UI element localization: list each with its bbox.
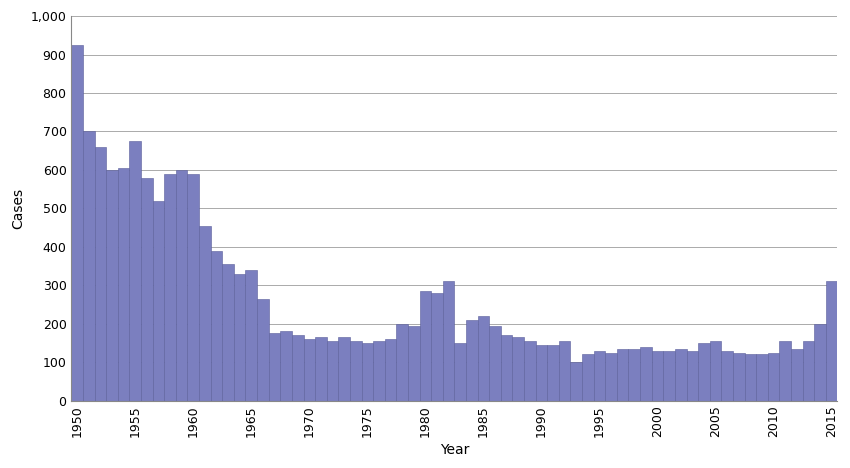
- Bar: [443, 281, 455, 401]
- Bar: [513, 337, 524, 401]
- Bar: [791, 349, 802, 401]
- Bar: [106, 170, 118, 401]
- Bar: [176, 170, 188, 401]
- Bar: [779, 341, 791, 401]
- Y-axis label: Cases: Cases: [11, 188, 26, 229]
- Bar: [269, 333, 281, 401]
- X-axis label: Year: Year: [439, 443, 469, 457]
- Bar: [733, 352, 745, 401]
- Bar: [698, 343, 710, 401]
- Bar: [768, 352, 779, 401]
- Bar: [722, 351, 733, 401]
- Bar: [326, 341, 338, 401]
- Bar: [652, 351, 663, 401]
- Bar: [129, 141, 141, 401]
- Bar: [211, 251, 223, 401]
- Bar: [814, 324, 825, 401]
- Bar: [361, 343, 373, 401]
- Bar: [570, 362, 582, 401]
- Bar: [675, 349, 687, 401]
- Bar: [825, 281, 837, 401]
- Bar: [292, 335, 303, 401]
- Bar: [605, 352, 617, 401]
- Bar: [118, 168, 129, 401]
- Bar: [802, 341, 814, 401]
- Bar: [350, 341, 361, 401]
- Bar: [558, 341, 570, 401]
- Bar: [71, 45, 83, 401]
- Bar: [153, 201, 164, 401]
- Bar: [141, 177, 153, 401]
- Bar: [83, 132, 94, 401]
- Bar: [188, 174, 199, 401]
- Bar: [745, 354, 756, 401]
- Bar: [280, 331, 292, 401]
- Bar: [501, 335, 513, 401]
- Bar: [593, 351, 605, 401]
- Bar: [246, 270, 257, 401]
- Bar: [385, 339, 396, 401]
- Bar: [373, 341, 385, 401]
- Bar: [234, 274, 246, 401]
- Bar: [199, 226, 211, 401]
- Bar: [663, 351, 675, 401]
- Bar: [478, 316, 490, 401]
- Bar: [547, 345, 558, 401]
- Bar: [257, 299, 269, 401]
- Bar: [164, 174, 176, 401]
- Bar: [617, 349, 628, 401]
- Bar: [94, 147, 106, 401]
- Bar: [455, 343, 466, 401]
- Bar: [756, 354, 768, 401]
- Bar: [490, 326, 501, 401]
- Bar: [582, 354, 593, 401]
- Bar: [710, 341, 722, 401]
- Bar: [420, 291, 431, 401]
- Bar: [687, 351, 698, 401]
- Bar: [431, 293, 443, 401]
- Bar: [466, 320, 478, 401]
- Bar: [408, 326, 420, 401]
- Bar: [524, 341, 536, 401]
- Bar: [223, 264, 234, 401]
- Bar: [315, 337, 326, 401]
- Bar: [303, 339, 315, 401]
- Bar: [338, 337, 350, 401]
- Bar: [628, 349, 640, 401]
- Bar: [536, 345, 547, 401]
- Bar: [640, 347, 652, 401]
- Bar: [396, 324, 408, 401]
